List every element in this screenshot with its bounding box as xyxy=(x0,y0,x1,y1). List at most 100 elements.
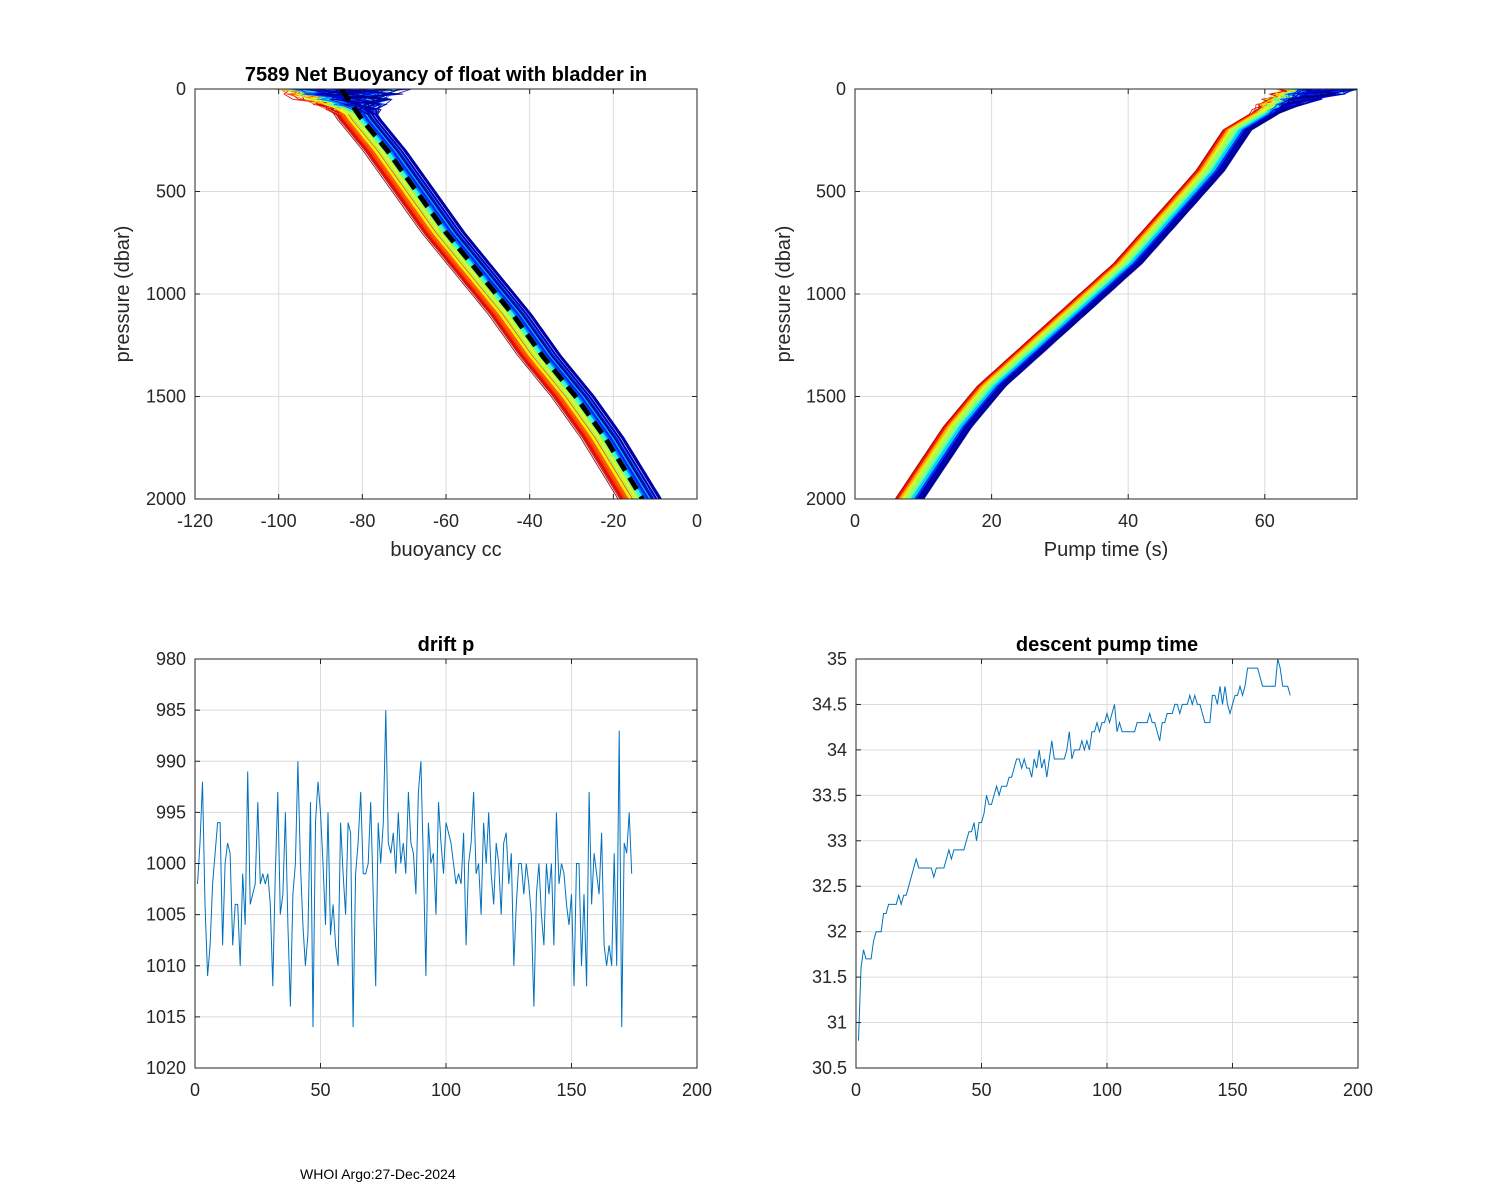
y-tick-label: 31.5 xyxy=(812,967,847,987)
x-tick-label: -100 xyxy=(261,511,297,531)
y-tick-label: 1500 xyxy=(146,387,186,407)
profile-line xyxy=(335,89,639,499)
x-tick-label: 150 xyxy=(1217,1080,1247,1100)
profile-line xyxy=(336,89,655,499)
profile-line xyxy=(303,89,640,499)
x-axis-label: Pump time (s) xyxy=(1044,539,1168,561)
plot-area xyxy=(274,89,662,499)
series-line xyxy=(197,710,633,1028)
x-tick-label: 100 xyxy=(431,1080,461,1100)
chart-title: 7589 Net Buoyancy of float with bladder … xyxy=(245,64,647,86)
profile-line xyxy=(304,89,631,499)
subplot-descent-pump-time: 0 50 100 150 200 30.5 31 31.5 32 32.5 33 33.5 34 34.5… xyxy=(812,634,1373,1100)
profile-line xyxy=(307,89,627,499)
x-tick-label: -20 xyxy=(600,511,626,531)
x-tick-label: -40 xyxy=(517,511,543,531)
y-tick-label: 34 xyxy=(827,740,847,760)
profile-line xyxy=(283,89,622,499)
profile-line xyxy=(894,89,1333,499)
profile-line xyxy=(917,89,1310,499)
profile-line xyxy=(921,89,1357,499)
profile-line xyxy=(336,89,662,499)
y-tick-label: 980 xyxy=(156,649,186,669)
axes-box xyxy=(194,88,698,500)
profile-line xyxy=(332,89,660,499)
x-tick-label: 60 xyxy=(1255,511,1275,531)
profile-line xyxy=(314,89,637,499)
plot-area xyxy=(197,710,633,1028)
y-tick-label: 0 xyxy=(836,79,846,99)
mean-profile-line xyxy=(339,89,645,499)
x-tick-label: -60 xyxy=(433,511,459,531)
y-tick-label: 1020 xyxy=(146,1058,186,1078)
subplot-drift-p: 0 50 100 150 200 980 985 990 995 1000 1005 1010 1015… xyxy=(146,634,712,1100)
axes-box xyxy=(854,88,1358,500)
y-tick-label: 0 xyxy=(176,79,186,99)
x-tick-label: 20 xyxy=(982,511,1002,531)
axes-frame: -120 -100 -80 -60 -40 -20 0 0 500 1000 1500 2000 xyxy=(146,79,702,531)
profile-line xyxy=(327,89,653,499)
profile-line xyxy=(903,89,1314,499)
y-tick-label: 33.5 xyxy=(812,785,847,805)
y-tick-label: 2000 xyxy=(146,489,186,509)
y-tick-label: 1000 xyxy=(806,284,846,304)
y-tick-label: 995 xyxy=(156,802,186,822)
x-tick-label: 50 xyxy=(310,1080,330,1100)
x-axis-label: buoyancy cc xyxy=(390,539,501,561)
profile-line xyxy=(325,89,623,499)
profile-line xyxy=(300,89,649,499)
profile-line xyxy=(910,89,1327,499)
footer-credit: WHOI Argo:27-Dec-2024 xyxy=(300,1166,456,1182)
y-tick-label: 1005 xyxy=(146,905,186,925)
subplot-buoyancy: -120 -100 -80 -60 -40 -20 0 0 500 1000 1500 2000 75… xyxy=(112,64,702,561)
y-tick-label: 985 xyxy=(156,700,186,720)
plot-area xyxy=(894,89,1357,499)
x-tick-label: 200 xyxy=(1343,1080,1373,1100)
axes-box xyxy=(194,658,698,1069)
profile-line xyxy=(274,89,632,499)
y-tick-label: 30.5 xyxy=(812,1058,847,1078)
profile-line xyxy=(918,89,1349,499)
profile-line xyxy=(906,89,1321,499)
profile-line xyxy=(330,89,658,499)
profile-line xyxy=(276,89,635,499)
profile-line xyxy=(899,89,1305,499)
y-tick-label: 35 xyxy=(827,649,847,669)
y-tick-label: 31 xyxy=(827,1013,847,1033)
profile-line xyxy=(280,89,635,499)
profile-line xyxy=(905,89,1329,499)
y-tick-label: 2000 xyxy=(806,489,846,509)
profile-line xyxy=(923,89,1336,499)
profile-line xyxy=(303,89,648,499)
x-tick-label: -80 xyxy=(349,511,375,531)
y-tick-label: 1010 xyxy=(146,956,186,976)
profile-line xyxy=(322,89,626,499)
y-tick-label: 500 xyxy=(816,182,846,202)
profile-line xyxy=(300,89,619,499)
y-tick-label: 33 xyxy=(827,831,847,851)
y-tick-label: 500 xyxy=(156,182,186,202)
y-axis-label: pressure (dbar) xyxy=(773,226,795,363)
x-tick-label: 0 xyxy=(850,511,860,531)
profile-line xyxy=(292,89,649,499)
profile-line xyxy=(904,89,1320,499)
profile-line xyxy=(296,89,630,499)
chart-title: drift p xyxy=(418,634,475,656)
axes-frame: 0 50 100 150 200 30.5 31 31.5 32 32.5 33 33.5 34 34.5… xyxy=(812,649,1373,1100)
y-tick-label: 32.5 xyxy=(812,876,847,896)
y-tick-label: 32 xyxy=(827,922,847,942)
series-line xyxy=(858,659,1291,1041)
y-tick-label: 990 xyxy=(156,751,186,771)
profile-line xyxy=(896,89,1299,499)
y-tick-label: 1500 xyxy=(806,387,846,407)
profile-line xyxy=(291,89,624,499)
subplot-pump-time: 0 20 40 60 0 500 1000 1500 2000 Pump time (s) pr… xyxy=(773,79,1358,561)
profile-line xyxy=(911,89,1353,499)
y-axis-label: pressure (dbar) xyxy=(112,226,134,363)
x-tick-label: 100 xyxy=(1092,1080,1122,1100)
x-tick-label: 0 xyxy=(190,1080,200,1100)
x-tick-label: 40 xyxy=(1118,511,1138,531)
x-tick-label: -120 xyxy=(177,511,213,531)
profile-line xyxy=(310,89,657,499)
